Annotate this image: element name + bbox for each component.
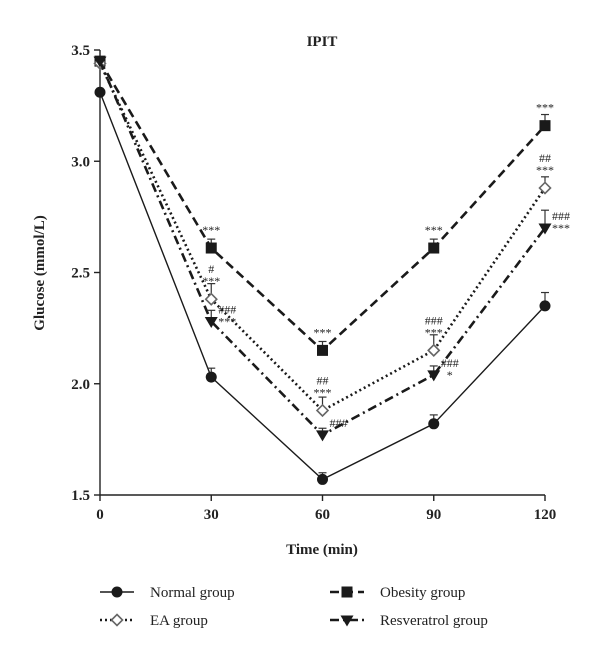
significance-label: *** xyxy=(425,325,443,339)
significance-label: ### xyxy=(330,416,348,430)
x-tick-label: 30 xyxy=(204,507,219,523)
significance-label: # xyxy=(208,262,214,276)
significance-label: * xyxy=(447,368,453,382)
significance-label: ### xyxy=(441,356,459,370)
series-ea-group xyxy=(93,56,552,418)
data-point xyxy=(427,370,441,382)
y-axis-label: Glucose (mmol/L) xyxy=(32,215,48,330)
y-tick-label: 3.0 xyxy=(71,154,90,170)
data-point xyxy=(317,344,328,356)
series-line xyxy=(99,92,546,481)
legend-marker xyxy=(340,615,354,627)
significance-label: *** xyxy=(218,314,236,328)
data-point xyxy=(315,403,330,418)
x-tick-label: 90 xyxy=(426,507,441,523)
data-point xyxy=(428,418,440,430)
annotation-layer: ***#***###******##***###***###***###****… xyxy=(202,101,570,430)
legend-label: EA group xyxy=(150,613,208,629)
y-tick-label: 3.5 xyxy=(71,43,90,59)
significance-label: ### xyxy=(425,313,443,327)
significance-label: *** xyxy=(202,274,220,288)
data-point xyxy=(538,181,552,195)
series-resveratrol-group xyxy=(93,56,552,442)
data-point xyxy=(93,56,107,68)
series-normal-group xyxy=(94,86,551,485)
significance-label: *** xyxy=(314,385,332,399)
data-point xyxy=(317,473,328,485)
x-tick-label: 120 xyxy=(534,507,557,523)
significance-label: *** xyxy=(314,325,332,339)
significance-label: *** xyxy=(536,101,554,115)
x-tick-label: 60 xyxy=(315,507,330,523)
data-point xyxy=(539,300,551,312)
axes: 0 30 60 90 120 1.5 2.0 2.5 3.0 3.5 xyxy=(71,43,556,523)
x-tick-label: 0 xyxy=(96,507,104,523)
data-point xyxy=(427,343,441,358)
legend-entry: Resveratrol group xyxy=(330,613,488,629)
significance-label: *** xyxy=(425,223,443,237)
significance-label: ### xyxy=(218,302,236,316)
legend-marker xyxy=(341,586,353,598)
significance-label: *** xyxy=(552,221,570,235)
legend-marker xyxy=(111,586,123,598)
legend-entry: Obesity group xyxy=(330,585,465,601)
series-line xyxy=(98,60,546,353)
legend-entry: EA group xyxy=(100,613,208,629)
data-point xyxy=(204,292,218,306)
significance-label: ## xyxy=(539,151,551,165)
chart-title: IPIT xyxy=(307,34,338,50)
legend-marker xyxy=(110,613,124,627)
data-point xyxy=(94,86,106,98)
data-point xyxy=(538,223,552,235)
legend-label: Resveratrol group xyxy=(380,613,488,629)
y-tick-label: 1.5 xyxy=(71,488,90,504)
series-layer xyxy=(93,55,552,485)
data-point xyxy=(316,430,329,442)
x-axis-label: Time (min) xyxy=(286,542,358,558)
y-tick-label: 2.5 xyxy=(71,266,90,282)
significance-label: *** xyxy=(202,223,220,237)
significance-label: ## xyxy=(317,373,329,387)
data-point xyxy=(204,316,218,328)
significance-label: *** xyxy=(536,163,554,177)
legend: Normal group Obesity group EA group Resvera… xyxy=(100,585,488,629)
data-point xyxy=(205,242,217,254)
data-point xyxy=(205,371,217,383)
y-tick-label: 2.0 xyxy=(71,377,90,393)
significance-label: ### xyxy=(552,209,570,223)
series-line xyxy=(98,62,547,413)
legend-label: Normal group xyxy=(150,585,235,601)
legend-label: Obesity group xyxy=(380,585,465,601)
legend-entry: Normal group xyxy=(100,585,235,601)
data-point xyxy=(428,242,440,254)
data-point xyxy=(539,120,551,132)
